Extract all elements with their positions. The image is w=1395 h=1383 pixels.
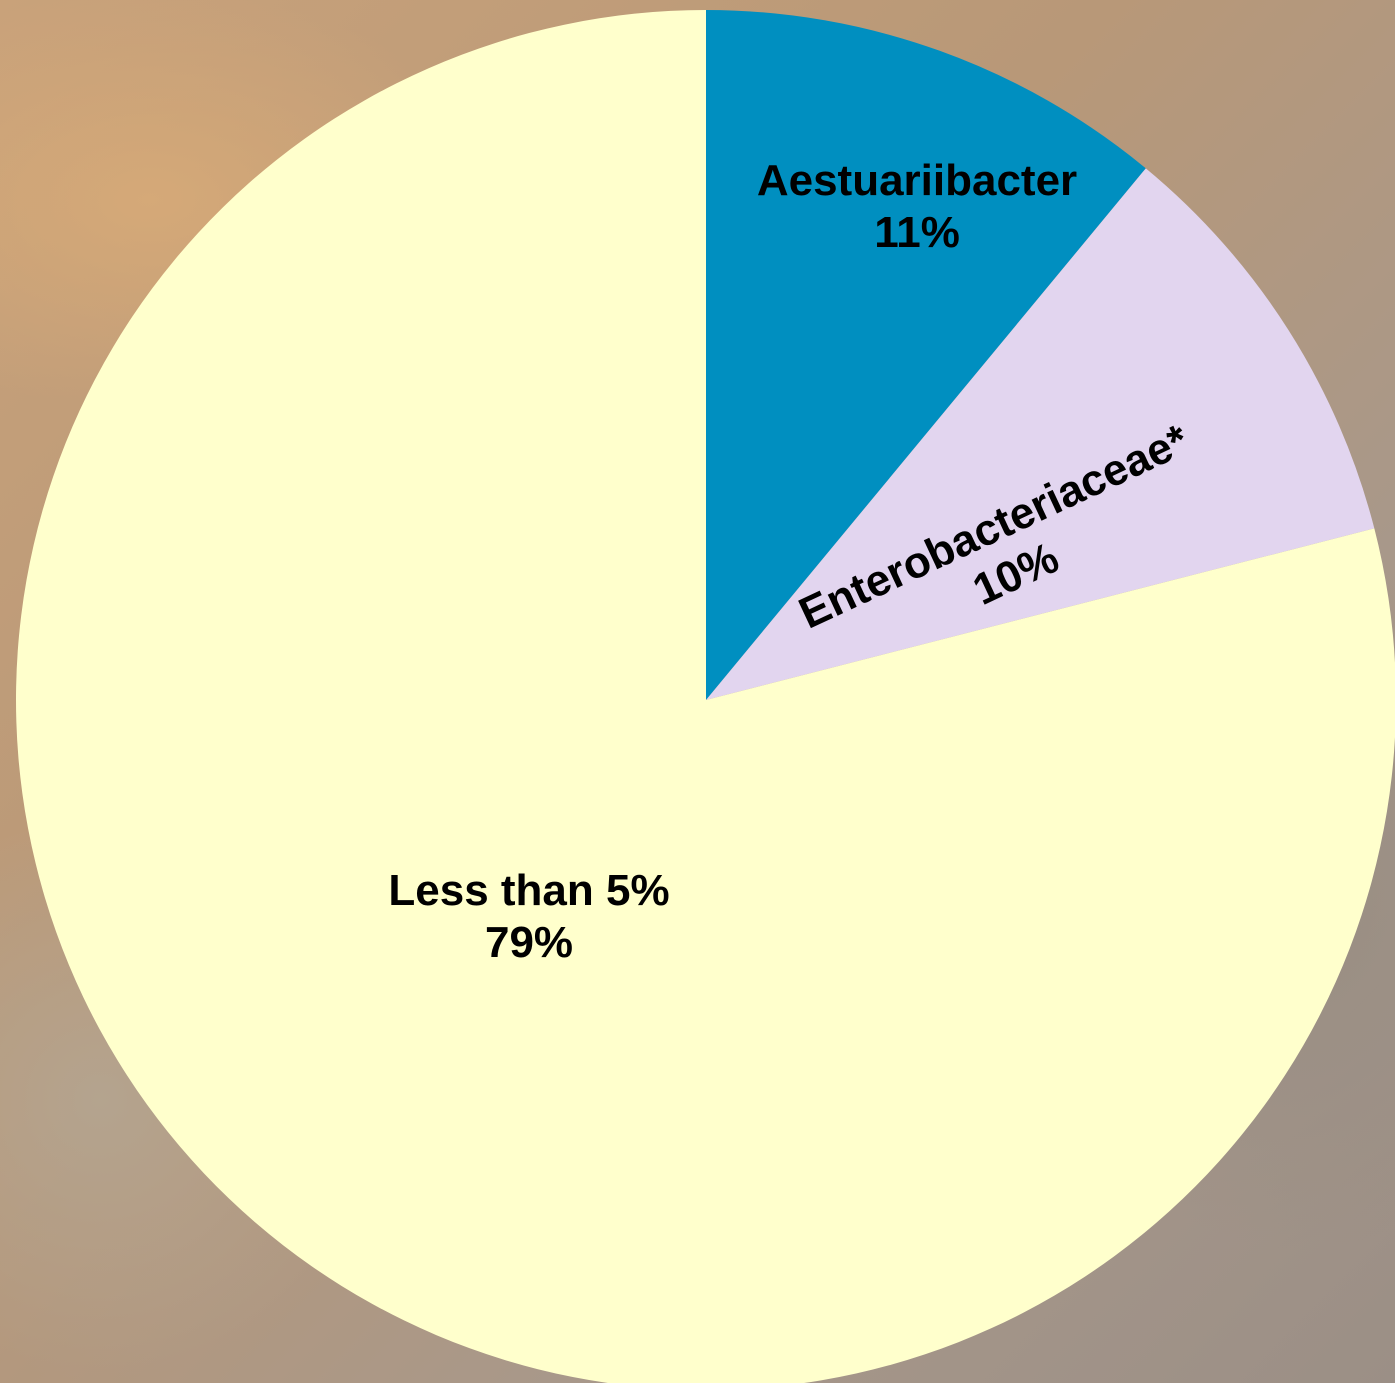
value-label: 79% bbox=[485, 918, 573, 967]
slice-label: Aestuariibacter 11% bbox=[757, 156, 1077, 257]
slice-label: Less than 5% 79% bbox=[388, 866, 669, 967]
category-label: Aestuariibacter bbox=[757, 156, 1077, 205]
pie-slice bbox=[706, 10, 1146, 700]
pie-slice bbox=[16, 10, 1395, 1383]
category-label: Less than 5% bbox=[388, 866, 669, 915]
value-label: 11% bbox=[874, 208, 960, 257]
pie-slice bbox=[706, 168, 1375, 701]
